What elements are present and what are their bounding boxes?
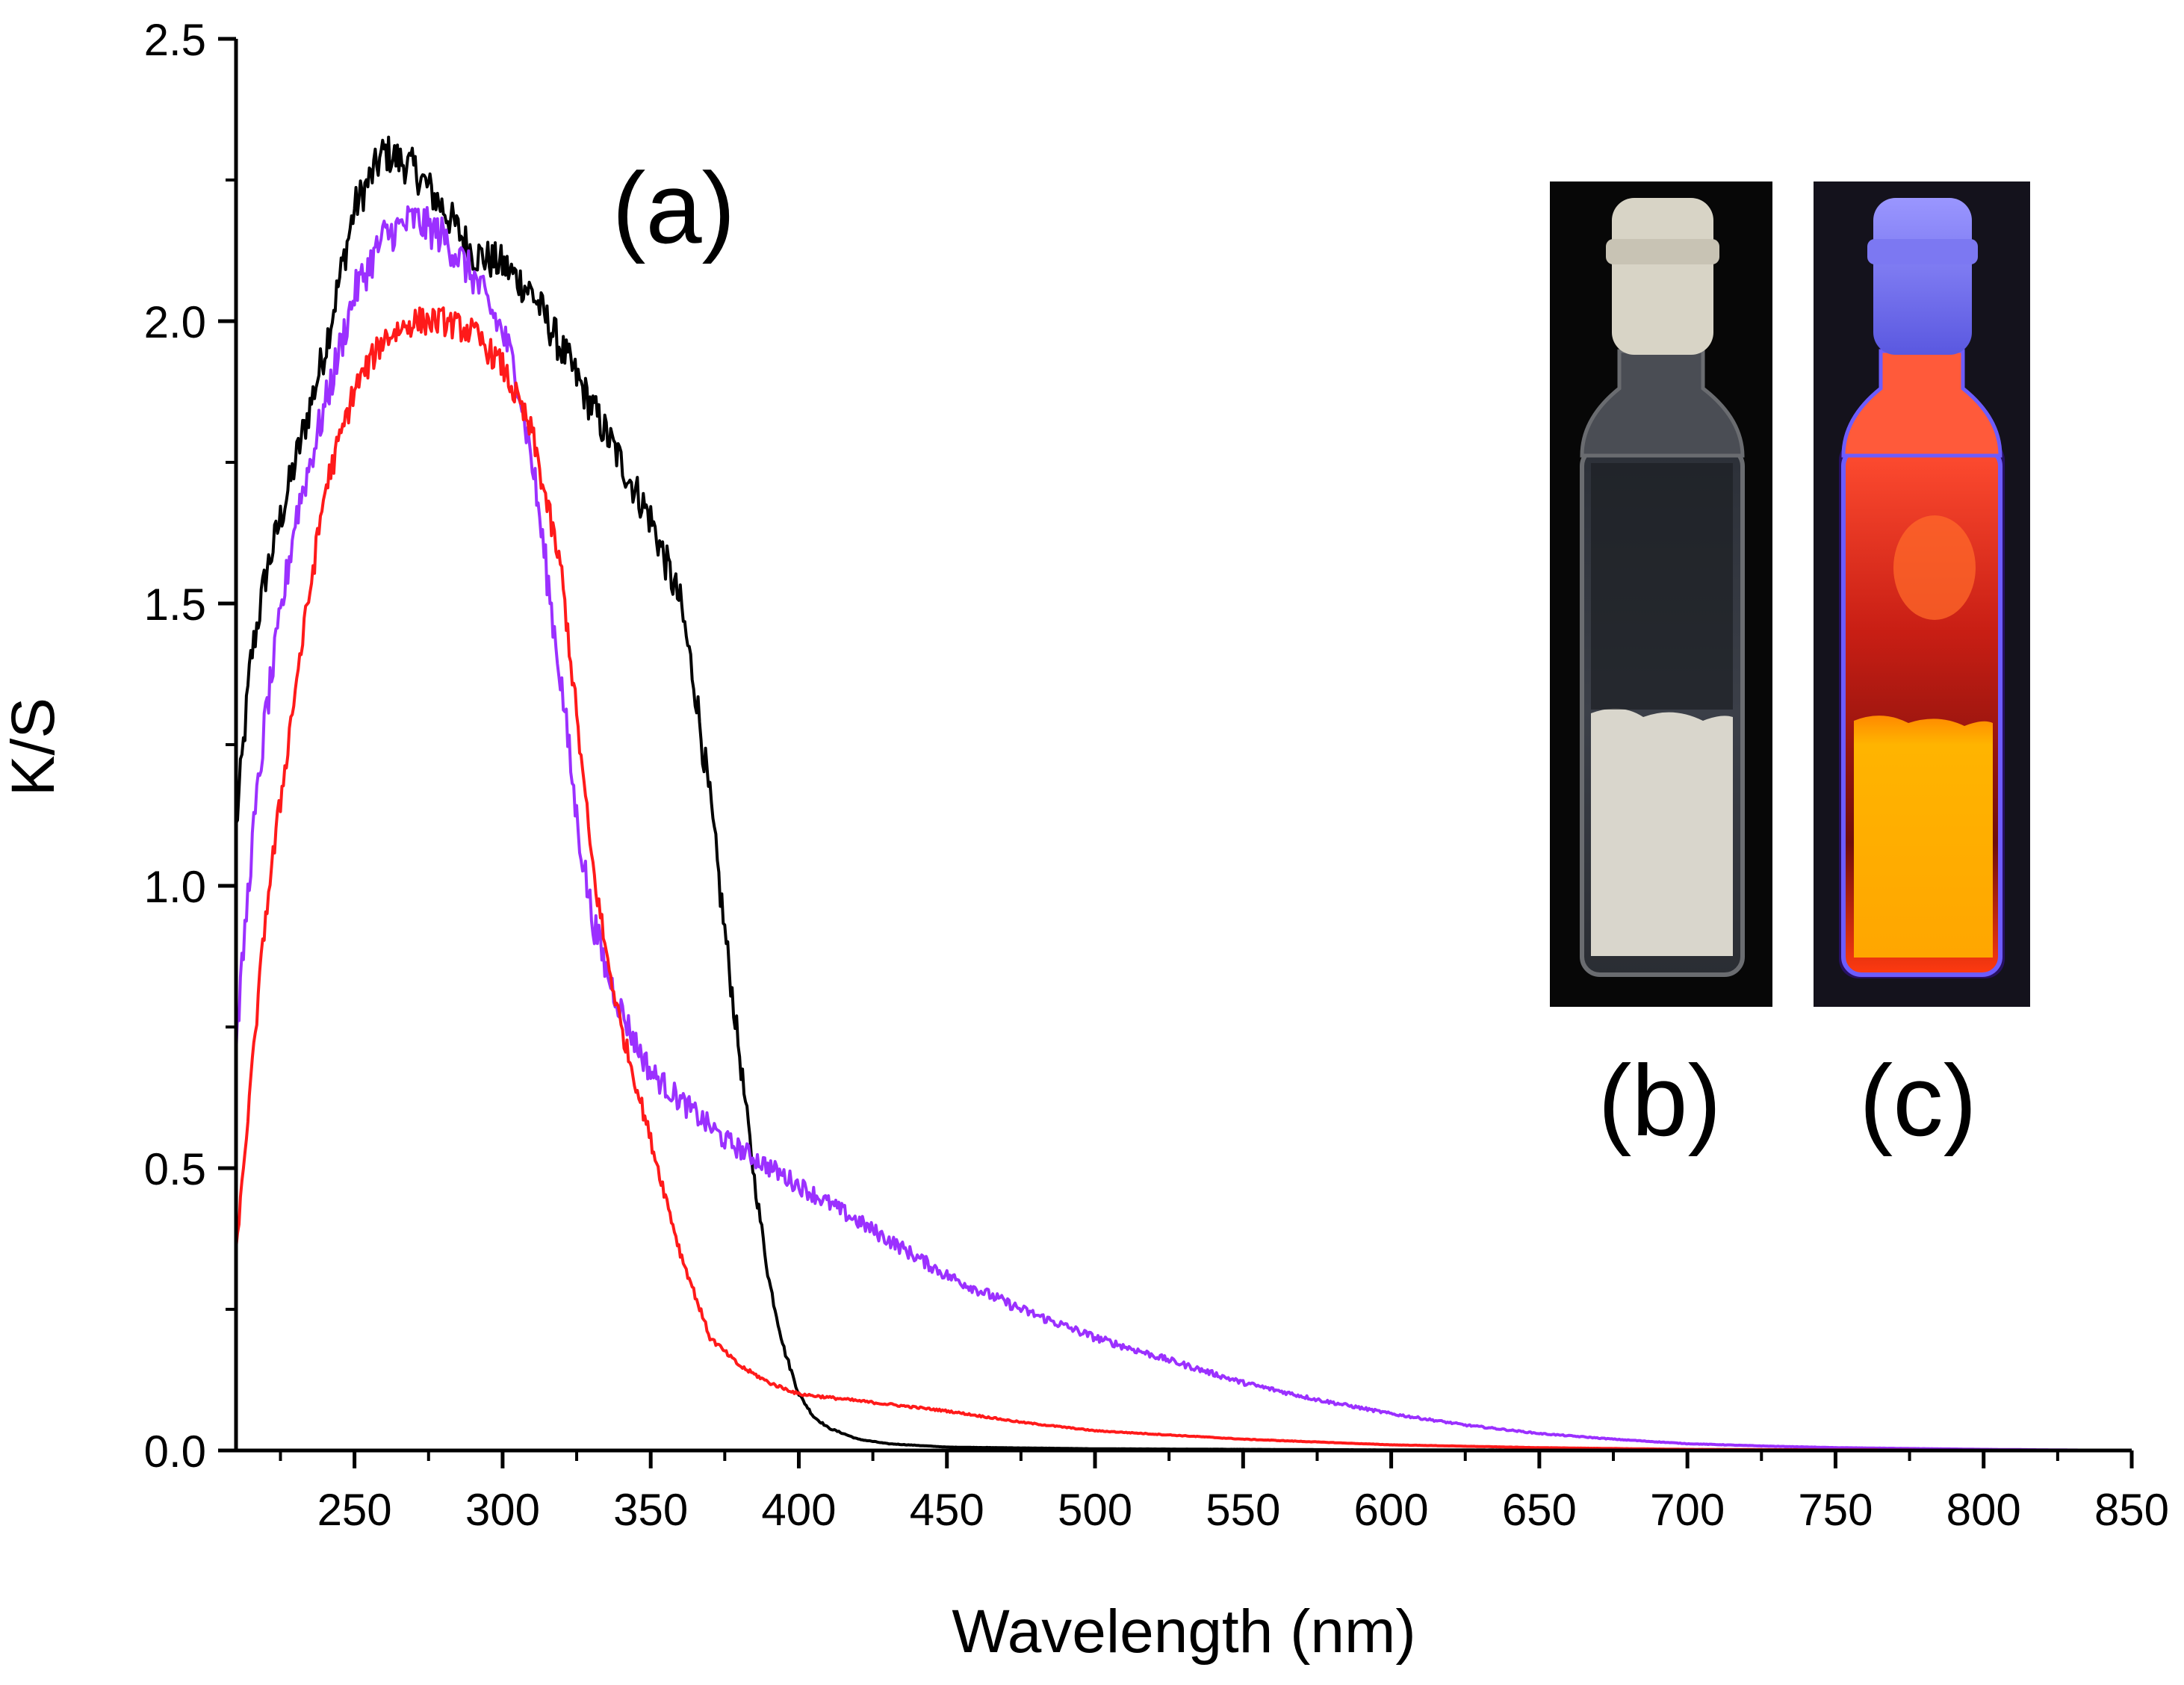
- vial-uv-cap: [1873, 198, 1972, 355]
- x-tick-label: 350: [613, 1485, 688, 1535]
- x-tick-label: 500: [1058, 1485, 1132, 1535]
- y-ticks: 0.0 0.5 1.0 1.5 2.0 2.5: [144, 15, 236, 1477]
- vial-uv-neck: [1841, 349, 2002, 458]
- vial-daylight-neck: [1580, 349, 1745, 458]
- y-tick-label: 1.0: [144, 862, 206, 912]
- y-tick-label: 0.0: [144, 1427, 206, 1477]
- y-tick-label: 0.5: [144, 1144, 206, 1194]
- panel-label-c: (c): [1859, 1044, 1976, 1157]
- x-tick-label: 300: [465, 1485, 540, 1535]
- panel-label-b: (b): [1598, 1044, 1722, 1157]
- y-axis-title: K/S: [0, 698, 67, 796]
- x-tick-label: 650: [1502, 1485, 1577, 1535]
- x-tick-label: 600: [1354, 1485, 1429, 1535]
- x-tick-label: 750: [1798, 1485, 1873, 1535]
- series-line-purple: [235, 205, 2132, 1452]
- y-tick-label: 2.5: [144, 15, 206, 65]
- x-tick-label: 250: [317, 1485, 392, 1535]
- vial-uv-hotspot: [1893, 515, 1976, 620]
- vial-daylight-cap-rim: [1606, 239, 1719, 264]
- x-tick-label: 700: [1650, 1485, 1725, 1535]
- y-tick-label: 2.0: [144, 297, 206, 347]
- x-tick-label: 800: [1946, 1485, 2021, 1535]
- x-tick-label: 400: [761, 1485, 836, 1535]
- vial-uv-powder: [1854, 716, 1993, 958]
- vial-daylight-powder: [1591, 708, 1733, 956]
- vial-uv-cap-rim: [1867, 239, 1978, 264]
- vial-uv-photo: [1814, 181, 2030, 1007]
- x-tick-label: 850: [2094, 1485, 2169, 1535]
- vial-daylight-photo: [1550, 181, 1772, 1007]
- vial-daylight-dark-band: [1591, 463, 1733, 710]
- vial-daylight-cap: [1612, 198, 1713, 355]
- panel-label-a: (a): [612, 152, 736, 264]
- x-axis-title: Wavelength (nm): [952, 1598, 1415, 1666]
- y-tick-label: 1.5: [144, 580, 206, 630]
- x-tick-label: 550: [1206, 1485, 1280, 1535]
- x-tick-label: 450: [910, 1485, 984, 1535]
- x-ticks: 250 300 350 400 450 500 550 600 650 700 750 800 850: [279, 1450, 2169, 1535]
